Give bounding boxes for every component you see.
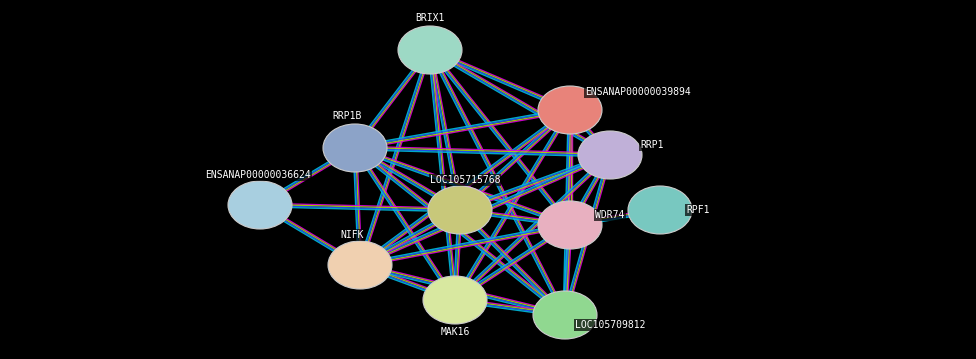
Ellipse shape <box>228 181 292 229</box>
Text: RPF1: RPF1 <box>686 205 710 215</box>
Ellipse shape <box>398 26 462 74</box>
Ellipse shape <box>323 124 387 172</box>
Text: NIFK: NIFK <box>341 230 364 240</box>
Text: LOC105709812: LOC105709812 <box>575 320 645 330</box>
Text: ENSANAP00000036624: ENSANAP00000036624 <box>205 170 311 180</box>
Text: ENSANAP00000039894: ENSANAP00000039894 <box>586 87 691 97</box>
Ellipse shape <box>538 86 602 134</box>
Ellipse shape <box>578 131 642 179</box>
Ellipse shape <box>423 276 487 324</box>
Text: LOC105715768: LOC105715768 <box>429 175 501 185</box>
Ellipse shape <box>533 291 597 339</box>
Text: WDR74: WDR74 <box>595 210 625 220</box>
Ellipse shape <box>538 201 602 249</box>
Text: RRP1: RRP1 <box>640 140 664 150</box>
Text: MAK16: MAK16 <box>440 327 469 337</box>
Text: BRIX1: BRIX1 <box>416 13 445 23</box>
Ellipse shape <box>628 186 692 234</box>
Ellipse shape <box>328 241 392 289</box>
Text: RRP1B: RRP1B <box>332 111 362 121</box>
Ellipse shape <box>428 186 492 234</box>
